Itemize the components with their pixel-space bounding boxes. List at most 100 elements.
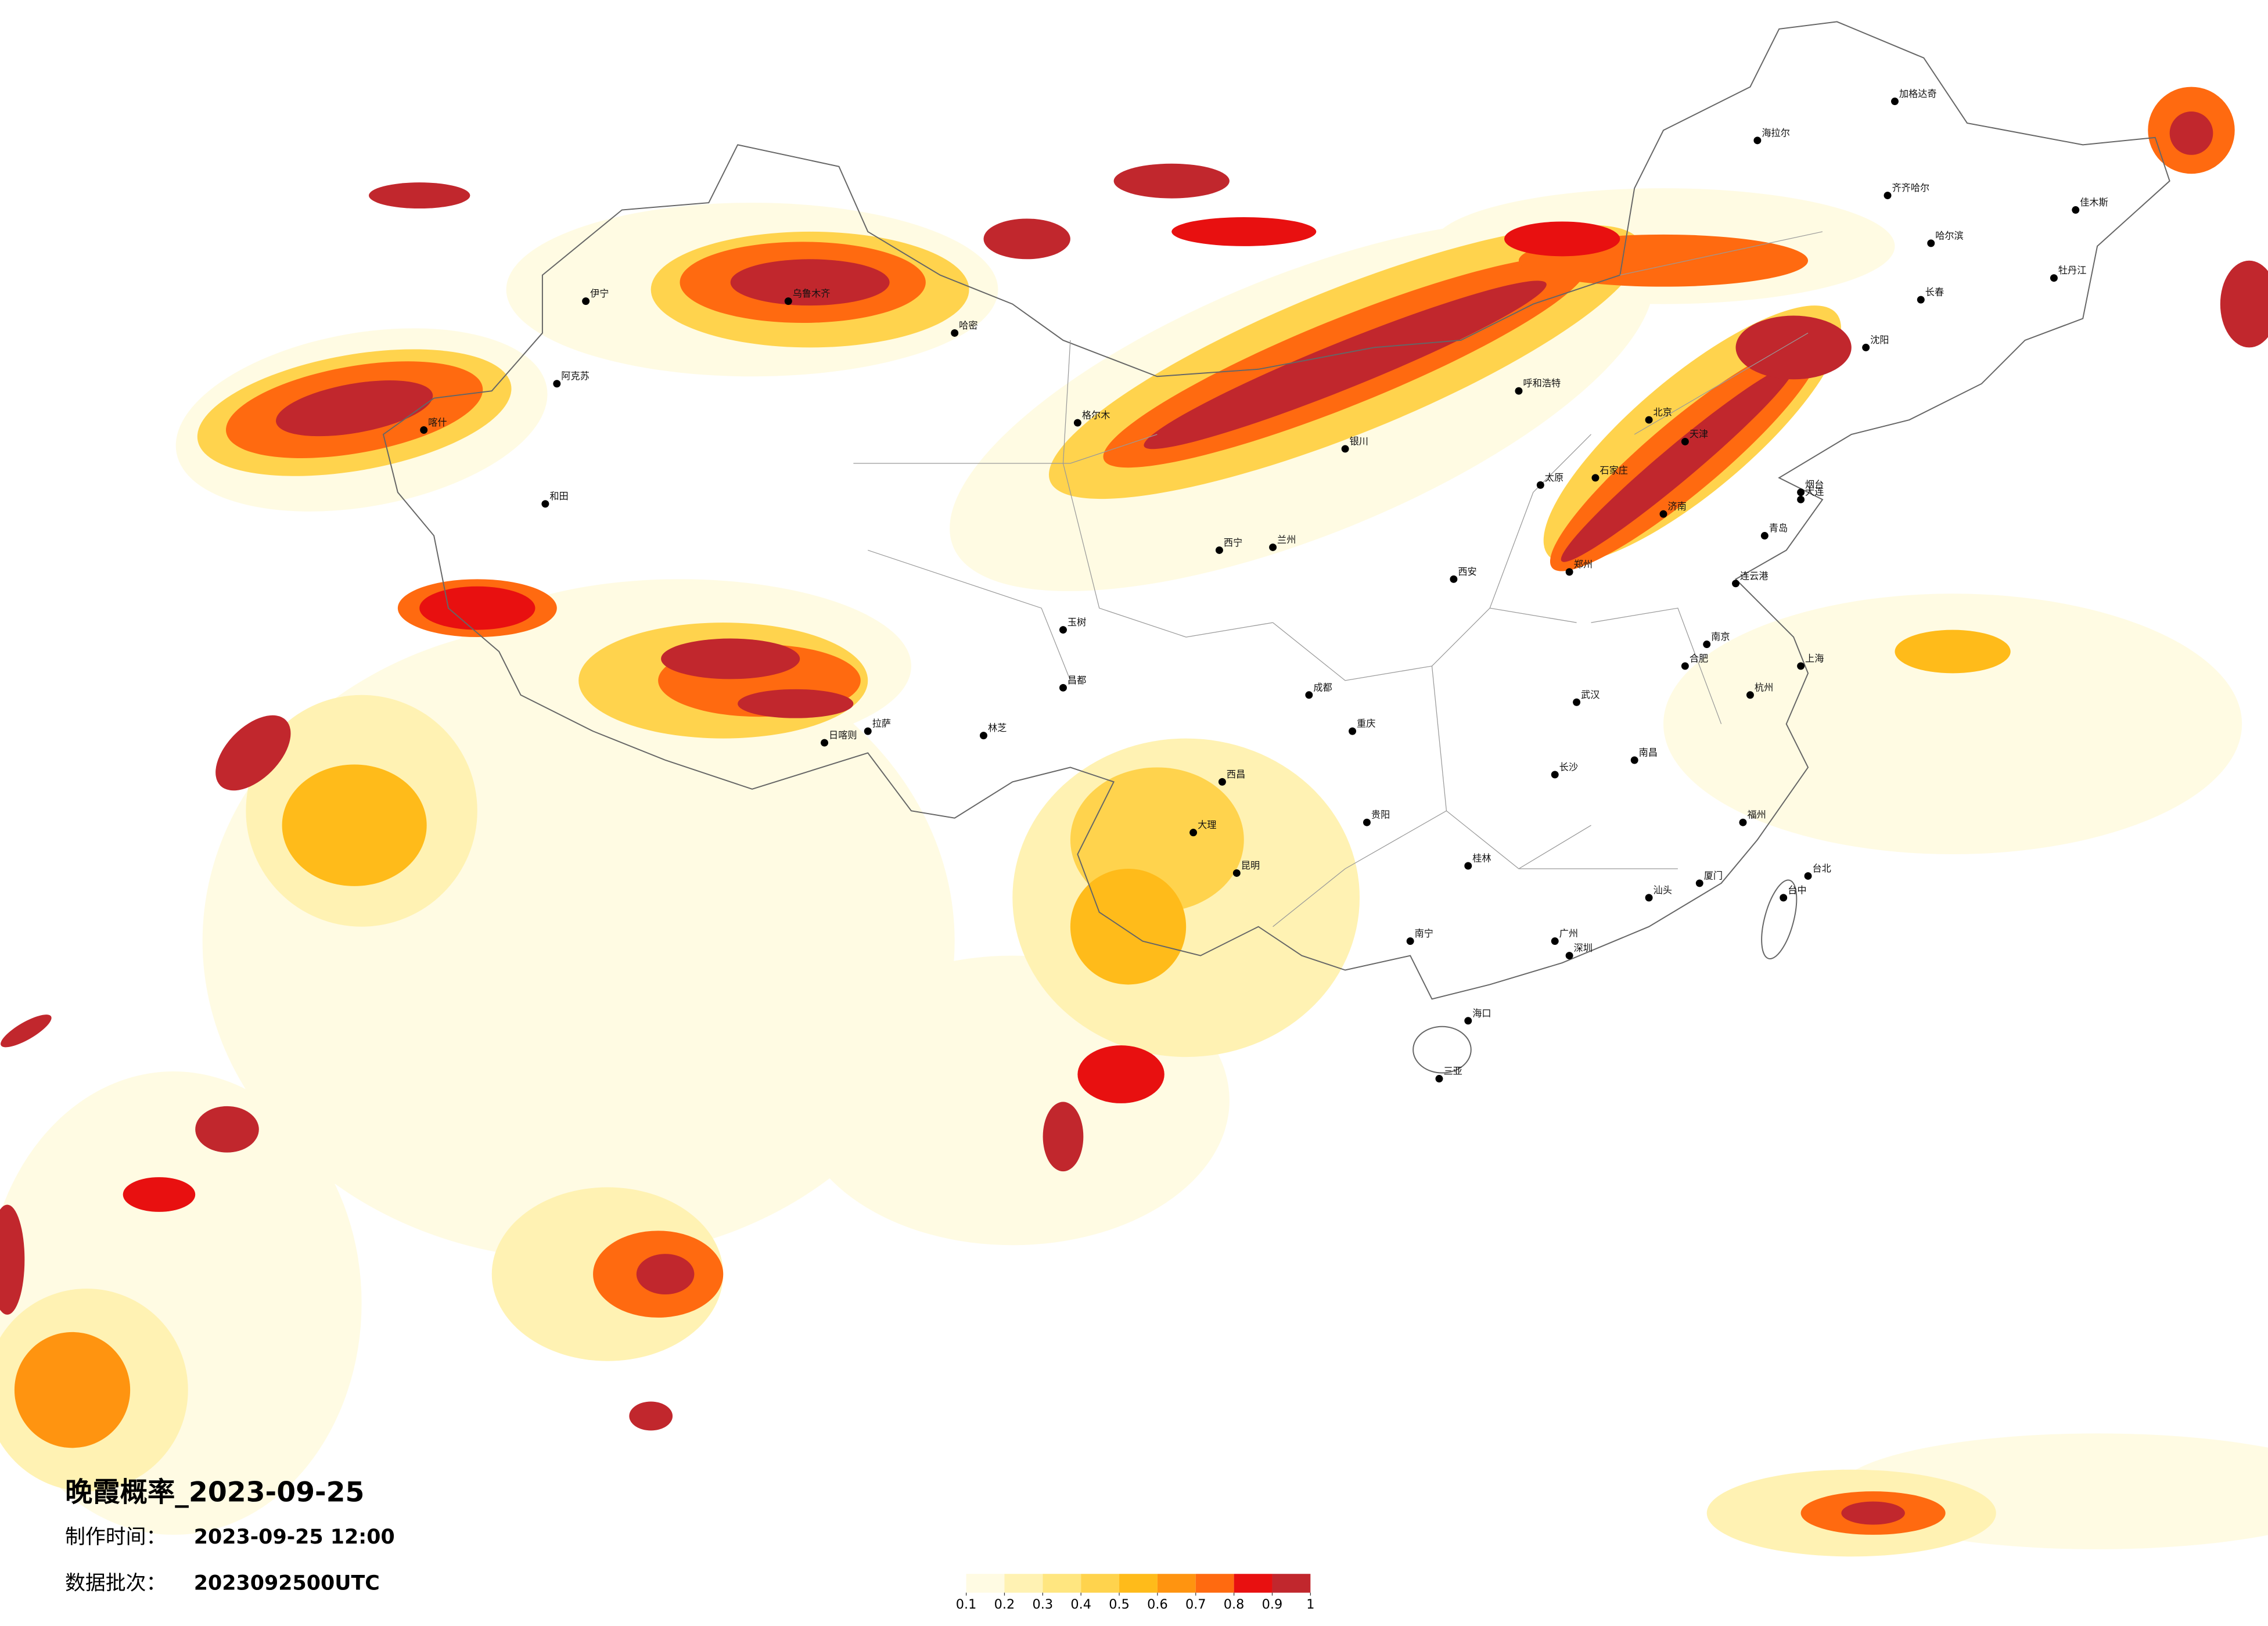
city-dot xyxy=(541,500,549,508)
legend-swatch xyxy=(1272,1574,1311,1593)
legend-tick-label: 0.4 xyxy=(1070,1597,1091,1612)
probability-patch xyxy=(1171,217,1317,246)
probability-patch xyxy=(2169,111,2213,155)
city-label: 合肥 xyxy=(1690,653,1708,664)
probability-patch xyxy=(661,638,800,679)
city-label: 兰州 xyxy=(1277,534,1296,545)
city-dot xyxy=(1917,296,1925,304)
legend-tick-label: 1 xyxy=(1306,1597,1314,1612)
city-label: 佳木斯 xyxy=(2080,197,2108,208)
city-dot xyxy=(1435,1075,1443,1083)
city-dot xyxy=(951,329,959,337)
probability-patch xyxy=(1077,1045,1164,1103)
probability-patch xyxy=(1113,163,1230,199)
city-dot xyxy=(1464,1017,1472,1025)
city-dot xyxy=(2050,274,2058,282)
city-label: 长沙 xyxy=(1559,761,1578,772)
city-dot xyxy=(1927,239,1935,247)
city-label: 阿克苏 xyxy=(561,370,590,382)
city-dot xyxy=(1218,778,1226,786)
city-label: 呼和浩特 xyxy=(1523,378,1561,389)
city-label: 喀什 xyxy=(428,417,447,428)
city-label: 加格达奇 xyxy=(1899,88,1937,99)
city-label: 连云港 xyxy=(1740,570,1769,581)
city-dot xyxy=(1189,829,1198,837)
city-dot xyxy=(1760,532,1769,540)
city-dot xyxy=(1884,192,1892,200)
city-dot xyxy=(1862,343,1870,351)
city-dot xyxy=(1630,756,1638,764)
city-label: 林芝 xyxy=(988,722,1007,733)
probability-patch xyxy=(14,1332,131,1448)
city-label: 昆明 xyxy=(1241,860,1260,871)
legend-swatch xyxy=(1234,1574,1273,1593)
city-dot xyxy=(1363,818,1371,826)
city-dot xyxy=(1695,879,1703,887)
legend-tick-label: 0.7 xyxy=(1185,1597,1206,1612)
city-label: 郑州 xyxy=(1574,559,1593,570)
probability-patch xyxy=(1735,315,1852,380)
probability-patch xyxy=(738,689,854,718)
city-dot xyxy=(582,297,590,305)
city-label: 玉树 xyxy=(1067,617,1086,628)
probability-patch xyxy=(0,1204,25,1315)
legend-swatch xyxy=(1119,1574,1158,1593)
city-dot xyxy=(1551,771,1559,779)
batch-label: 数据批次： xyxy=(65,1572,166,1595)
city-label: 济南 xyxy=(1667,501,1686,512)
made-label: 制作时间： xyxy=(65,1526,166,1549)
legend-tick-label: 0.3 xyxy=(1033,1597,1054,1612)
city-label: 南宁 xyxy=(1415,928,1433,939)
city-dot xyxy=(1551,937,1559,945)
city-dot xyxy=(1645,894,1653,902)
city-label: 哈密 xyxy=(959,320,977,331)
probability-patch xyxy=(195,1106,259,1153)
city-dot xyxy=(1565,568,1573,576)
city-label: 南京 xyxy=(1711,631,1730,642)
city-dot xyxy=(1059,626,1067,634)
city-dot xyxy=(1215,546,1223,554)
probability-patch xyxy=(1663,593,2242,855)
city-dot xyxy=(1732,580,1739,588)
city-dot xyxy=(1804,872,1812,880)
city-label: 格尔木 xyxy=(1082,410,1110,421)
probability-patch xyxy=(983,218,1070,260)
city-dot xyxy=(1232,869,1241,877)
city-dot xyxy=(1739,818,1747,826)
city-label: 乌鲁木齐 xyxy=(793,288,831,299)
city-dot xyxy=(1464,862,1472,870)
probability-patch xyxy=(419,586,535,630)
legend-tick-label: 0.5 xyxy=(1109,1597,1130,1612)
city-dot xyxy=(1797,488,1805,497)
city-label: 大连 xyxy=(1805,487,1824,498)
city-label: 海拉尔 xyxy=(1762,127,1790,138)
city-label: 伊宁 xyxy=(590,288,609,299)
city-dot xyxy=(1059,684,1067,692)
city-dot xyxy=(553,380,561,388)
city-dot xyxy=(1681,662,1689,670)
probability-field xyxy=(0,87,2268,1557)
legend-swatch xyxy=(1195,1574,1234,1593)
city-label: 上海 xyxy=(1805,653,1824,664)
city-dot xyxy=(1797,662,1805,670)
probability-patch xyxy=(1895,629,2011,674)
city-dot xyxy=(1536,481,1544,489)
probability-patch xyxy=(2220,260,2268,348)
city-dot xyxy=(1659,510,1667,518)
city-dot xyxy=(784,297,792,305)
city-dot xyxy=(1780,894,1788,902)
city-label: 汕头 xyxy=(1654,884,1672,895)
city-dot xyxy=(2072,206,2080,214)
legend-swatch xyxy=(966,1574,1005,1593)
legend-swatch xyxy=(1157,1574,1196,1593)
city-label: 石家庄 xyxy=(1600,465,1628,476)
city-dot xyxy=(1515,387,1523,395)
city-label: 台北 xyxy=(1813,863,1831,874)
city-label: 贵阳 xyxy=(1371,810,1390,821)
legend-swatch xyxy=(1004,1574,1043,1593)
city-label: 拉萨 xyxy=(872,718,891,729)
city-dot xyxy=(1753,136,1762,145)
probability-patch xyxy=(730,259,890,306)
